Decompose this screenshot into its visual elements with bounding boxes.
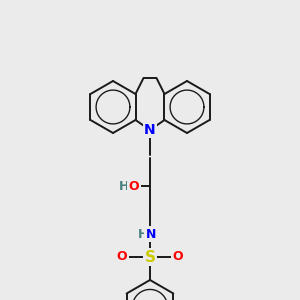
Text: O: O	[117, 250, 127, 263]
Text: H: H	[119, 179, 129, 193]
Text: S: S	[145, 250, 155, 265]
Text: O: O	[129, 179, 139, 193]
Text: N: N	[146, 227, 156, 241]
Text: O: O	[173, 250, 183, 263]
Text: H: H	[138, 227, 148, 241]
Text: N: N	[144, 123, 156, 137]
